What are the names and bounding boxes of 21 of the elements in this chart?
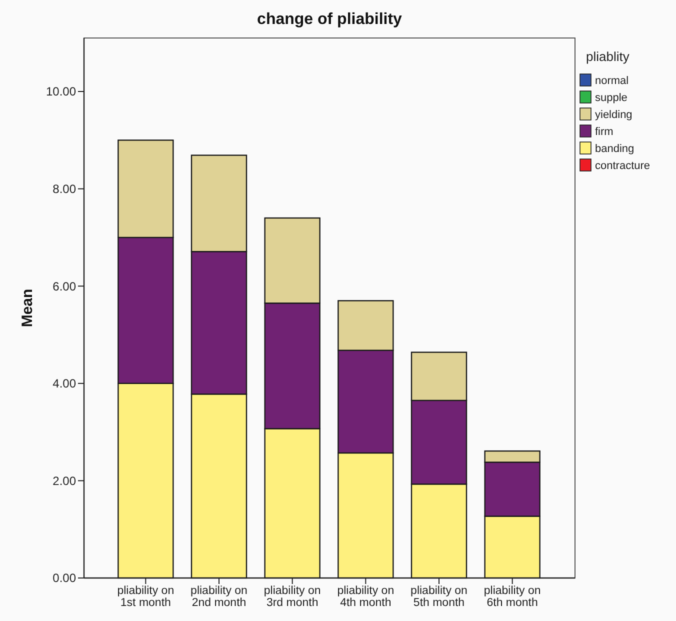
y-axis-title: Mean [19, 288, 36, 328]
chart-title: change of pliability [257, 11, 402, 28]
y-tick-label: 10.00 [46, 84, 76, 99]
y-tick-label: 4.00 [52, 376, 76, 391]
x-tick-label: pliability on 2nd month [190, 585, 248, 609]
y-tick-label: 0.00 [52, 571, 76, 586]
legend-label: supple [595, 92, 628, 104]
y-tick-label: 6.00 [52, 279, 76, 294]
legend-label: normal [595, 74, 629, 87]
x-tick-label: pliability on 5th month [410, 585, 468, 609]
y-tick-label: 2.00 [52, 474, 76, 488]
legend-label: yielding [595, 108, 632, 121]
legend-label: firm [595, 126, 614, 138]
x-tick-label: pliability on 4th month [337, 585, 394, 609]
x-tick-label: pliability on 1st month [117, 585, 174, 609]
legend-title: pliablity [586, 49, 630, 64]
x-tick-label: pliability on 6th month [484, 585, 541, 609]
legend-label: contracture [595, 160, 650, 172]
x-tick-label: pliability on 3rd month [264, 585, 321, 609]
y-tick-label: 8.00 [52, 182, 76, 196]
legend-label: banding [595, 142, 634, 155]
